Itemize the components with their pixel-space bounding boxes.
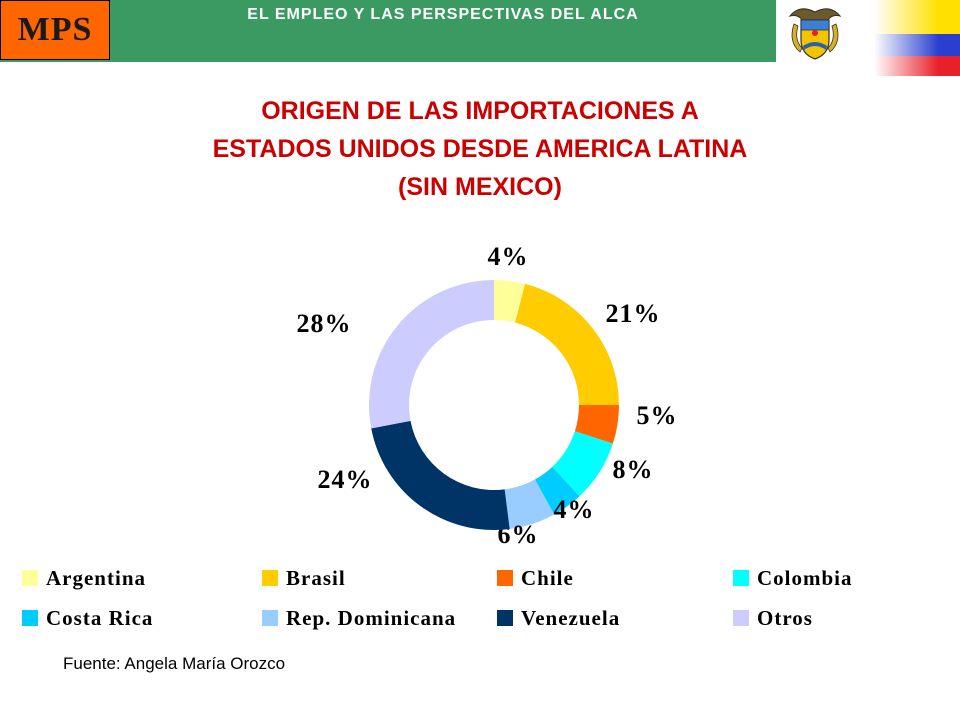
chart-title-line-2: ESTADOS UNIDOS DESDE AMERICA LATINA [212,135,748,163]
donut-slice-venezuela [371,420,510,530]
header-band: MPS EL EMPLEO Y LAS PERSPECTIVAS DEL ALC… [0,0,776,62]
legend-label: Argentina [46,565,146,590]
legend-item-otros: Otros [733,606,942,630]
header-title: EL EMPLEO Y LAS PERSPECTIVAS DEL ALCA [247,6,639,23]
legend-swatch [733,610,749,626]
legend-swatch [733,570,749,586]
legend-item-brasil: Brasil [262,566,497,590]
legend-label: Costa Rica [46,605,154,630]
legend-label: Venezuela [521,605,621,630]
legend-label: Brasil [286,565,346,590]
legend-swatch [497,570,513,586]
legend-label: Chile [521,565,574,590]
donut-slice-costa-rica [534,466,580,515]
legend-item-rep-dominicana: Rep. Dominicana [262,606,497,630]
source-note: Fuente: Angela María Orozco [63,654,286,673]
chart-title-line-1: ORIGEN DE LAS IMPORTACIONES A [261,97,699,125]
legend-swatch [22,570,38,586]
data-label-venezuela: 24% [318,465,373,494]
colombia-flag-icon [874,0,960,76]
data-label-brasil: 21% [606,299,661,328]
legend-swatch [262,570,278,586]
chart-title: ORIGEN DE LAS IMPORTACIONES A ESTADOS UN… [100,92,860,206]
donut-slice-argentina [494,280,526,323]
data-label-costa-rica: 4% [554,495,595,524]
legend-label: Rep. Dominicana [286,605,457,630]
mps-logo: MPS [0,0,110,60]
chart-legend: Argentina Brasil Chile Colombia Costa Ri… [22,566,942,630]
donut-chart: 4%21%5%8%4%6%24%28% [297,242,678,549]
donut-slice-rep-dominicana [504,479,555,530]
donut-slice-colombia [552,431,613,497]
legend-item-costa-rica: Costa Rica [22,606,262,630]
donut-slice-otros [368,280,494,429]
legend-item-argentina: Argentina [22,566,262,590]
legend-swatch [22,610,38,626]
mps-logo-text: MPS [17,11,93,48]
chart-title-line-3: (SIN MEXICO) [398,173,562,201]
legend-item-colombia: Colombia [733,566,942,590]
data-label-chile: 5% [637,401,678,430]
data-label-argentina: 4% [488,242,529,271]
legend-item-venezuela: Venezuela [497,606,733,630]
donut-slice-chile [574,405,619,444]
legend-label: Otros [757,605,813,630]
data-label-colombia: 8% [613,455,654,484]
legend-label: Colombia [757,565,853,590]
legend-swatch [262,610,278,626]
legend-item-chile: Chile [497,566,733,590]
data-label-otros: 28% [297,309,352,338]
donut-slice-brasil [515,283,619,405]
colombia-coat-of-arms-icon [788,8,842,60]
legend-swatch [497,610,513,626]
